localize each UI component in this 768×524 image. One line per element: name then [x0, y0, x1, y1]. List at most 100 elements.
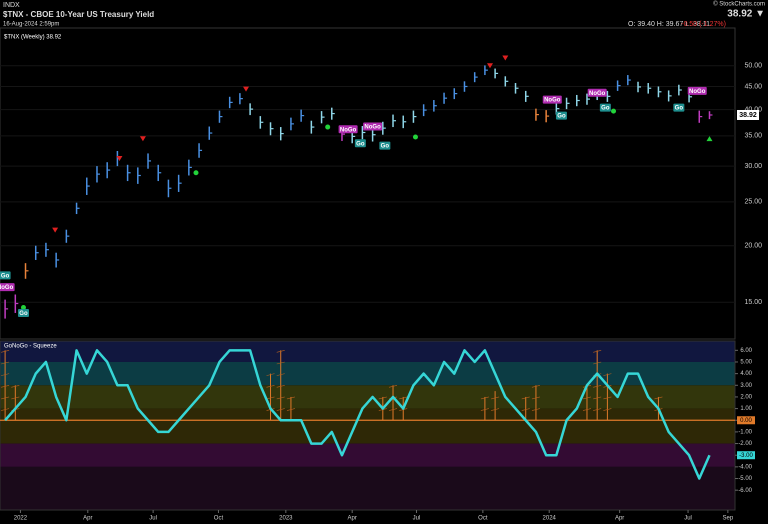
x-tick-label: 2024 [543, 516, 557, 522]
y-tick-label: 4.00 [740, 371, 752, 377]
squeeze-hatch [266, 396, 275, 400]
zone-band [0, 361, 735, 386]
x-tick-label: Oct [214, 516, 224, 522]
y-tick-label: 6.00 [740, 348, 752, 354]
y-tick-label: 50.00 [744, 63, 762, 70]
x-tick-label: Jul [149, 516, 157, 522]
squeeze-hatch [593, 384, 602, 388]
signal-box [17, 308, 29, 317]
peak-marker [139, 136, 146, 142]
signal-label: NoGo [689, 89, 706, 95]
squeeze-hatch [1, 361, 10, 365]
signal-box [0, 283, 15, 292]
x-tick-label: Apr [615, 516, 624, 522]
signal-label: Go [675, 106, 684, 112]
trough-marker [325, 124, 331, 130]
x-tick-label: Jul [413, 516, 421, 522]
peak-marker [52, 227, 59, 233]
signal-box [599, 103, 611, 112]
signal-box [338, 125, 358, 134]
squeeze-hatch [603, 408, 612, 411]
squeeze-hatch [480, 408, 489, 411]
title: $TNX - CBOE 10-Year US Treasury Yield [3, 10, 154, 19]
squeeze-hatch [276, 408, 285, 411]
squeeze-hatch [11, 396, 20, 400]
peak-marker [487, 63, 493, 69]
squeeze-hatch [593, 361, 602, 365]
squeeze-hatch [276, 373, 285, 376]
squeeze-hatch [399, 396, 408, 400]
squeeze-hatch [593, 396, 602, 400]
signal-label: Go [557, 114, 566, 120]
squeeze-hatch [593, 408, 602, 411]
zone-band [0, 466, 735, 510]
squeeze-last-label: 0.00 [740, 418, 752, 424]
signal-box [555, 111, 567, 120]
squeeze-hatch [388, 384, 398, 388]
squeeze-hatch [388, 408, 398, 411]
osc-last-box [737, 451, 755, 460]
price-panel [0, 27, 736, 340]
squeeze-hatch [593, 350, 602, 353]
squeeze-hatch [654, 396, 663, 400]
date: 16-Aug-2024 2:59pm [3, 22, 59, 28]
y-tick-label: 45.00 [744, 83, 762, 90]
zone-band [0, 341, 735, 362]
squeeze-hatch [1, 384, 10, 388]
squeeze-hatch [521, 396, 530, 400]
squeeze-hatch [266, 373, 275, 376]
x-tick-label: Sep [723, 516, 734, 522]
signal-label: Go [381, 144, 390, 150]
x-tick-label: Jul [684, 516, 692, 522]
squeeze-hatch [521, 408, 530, 411]
squeeze-hatch [1, 373, 10, 376]
x-tick-label: 2022 [14, 516, 28, 522]
last-price: 38.92 ▼ [727, 9, 765, 20]
squeeze-hatch [531, 396, 541, 400]
trough-marker [611, 108, 617, 114]
squeeze-last-box [737, 416, 755, 425]
squeeze-hatch [531, 408, 541, 411]
squeeze-hatch [1, 350, 10, 353]
zone-band [0, 443, 735, 467]
oscillator-line [4, 349, 711, 480]
squeeze-hatch [276, 361, 285, 365]
y-tick-label: -1.00 [738, 429, 752, 435]
trough-marker [193, 170, 199, 176]
signal-label: Go [601, 106, 610, 112]
y-tick-label: 25.00 [744, 199, 762, 206]
peak-marker [116, 156, 123, 162]
y-tick-label: 3.00 [740, 383, 752, 389]
y-tick-label: 35.00 [744, 133, 762, 140]
legend: $TNX (Weekly) 38.92 [4, 35, 62, 41]
signal-box [587, 88, 607, 97]
y-tick-label: -5.00 [738, 476, 752, 482]
x-tick-label: Apr [83, 516, 92, 522]
ohlc: O: 39.40 H: 39.67 L: 38.11 [628, 21, 710, 28]
change: -0.50 (-1.27%) [681, 21, 726, 28]
squeeze-hatch [276, 384, 285, 388]
signal-label: NoGo [0, 285, 14, 291]
y-tick-label: -4.00 [738, 464, 752, 470]
squeeze-hatch [582, 408, 592, 411]
last-price-label: 38.92 [739, 112, 757, 119]
trough-marker [20, 305, 26, 311]
signal-label: Go [19, 311, 28, 317]
squeeze-hatch [286, 408, 296, 411]
squeeze-hatch [491, 396, 500, 400]
osc-panel [0, 340, 736, 511]
squeeze-hatch [276, 350, 285, 353]
signal-box [687, 86, 707, 95]
y-tick-label: 15.00 [744, 299, 762, 306]
squeeze-hatch [1, 396, 10, 400]
squeeze-hatch [1, 408, 10, 411]
exchange: INDX [3, 2, 20, 9]
squeeze-hatch [603, 373, 612, 376]
squeeze-hatch [266, 384, 275, 388]
y-tick-label: 1.00 [740, 406, 752, 412]
signal-box [363, 122, 383, 131]
signal-box [542, 95, 562, 104]
signal-label: NoGo [340, 127, 357, 133]
y-tick-label: -2.00 [738, 441, 752, 447]
signal-box [673, 103, 685, 112]
